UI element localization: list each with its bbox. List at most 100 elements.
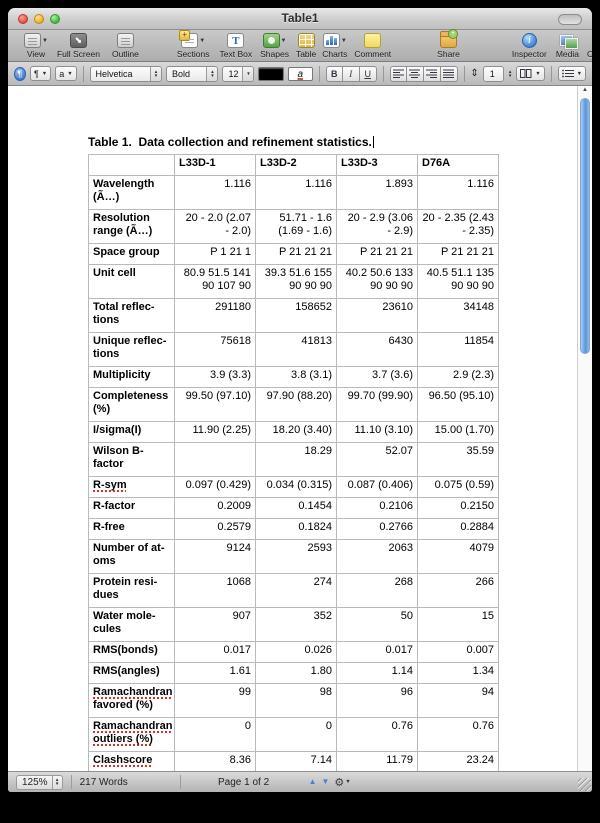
table-row[interactable]: Multiplicity 3.9 (3.3) 3.8 (3.1) 3.7 (3.6) 2… <box>88 366 499 388</box>
list-style-dropdown[interactable]: ▼ <box>557 66 587 81</box>
value-cell[interactable]: 0 <box>174 717 256 752</box>
resize-grip[interactable] <box>578 778 591 791</box>
value-cell[interactable]: 18.20 (3.40) <box>255 421 337 443</box>
value-cell[interactable]: 0.76 <box>336 717 418 752</box>
table-row[interactable]: Total reflec­tions 291180 158652 23610 34148 <box>88 298 499 333</box>
value-cell[interactable]: 158652 <box>255 298 337 333</box>
value-cell[interactable]: P 21 21 21 <box>336 243 418 265</box>
value-cell[interactable]: P 21 21 21 <box>417 243 499 265</box>
value-cell[interactable]: 0.2766 <box>336 518 418 540</box>
table-row[interactable]: Ramachandran outliers (%) 0 0 0.76 0.76 <box>88 717 499 752</box>
toolbar-button-colors[interactable]: Colors <box>587 32 592 59</box>
toolbar-button-outline[interactable]: Outline <box>112 32 139 59</box>
toolbar-toggle-button[interactable] <box>558 14 582 25</box>
value-cell[interactable]: 1.34 <box>417 662 499 684</box>
value-cell[interactable]: 11854 <box>417 332 499 367</box>
row-label-cell[interactable]: Number of at­oms <box>88 539 175 574</box>
row-label-cell[interactable]: Wavelength (Ã…) <box>88 175 175 210</box>
value-cell[interactable]: 80.9 51.5 141 90 107 90 <box>174 264 256 299</box>
toolbar-button-comment[interactable]: Comment <box>354 32 391 59</box>
row-label-cell[interactable]: Clashscore <box>88 751 175 771</box>
value-cell[interactable]: 0.2579 <box>174 518 256 540</box>
zoom-level-control[interactable]: 125% ▲ ▼ <box>16 774 63 790</box>
row-label-cell[interactable]: RMS(bonds) <box>88 641 175 663</box>
vertical-scrollbar[interactable]: ▲ <box>577 86 592 771</box>
value-cell[interactable]: 23.24 <box>417 751 499 771</box>
value-cell[interactable]: 0.76 <box>417 717 499 752</box>
value-cell[interactable]: 2063 <box>336 539 418 574</box>
value-cell[interactable]: 0.2009 <box>174 497 256 519</box>
value-cell[interactable]: 94 <box>417 683 499 718</box>
align-right-button[interactable] <box>423 65 441 82</box>
value-cell[interactable]: 11.10 (3.10) <box>336 421 418 443</box>
column-header-cell[interactable] <box>88 154 175 176</box>
value-cell[interactable]: 1.61 <box>174 662 256 684</box>
value-cell[interactable]: 1.116 <box>417 175 499 210</box>
bold-button[interactable]: B <box>325 65 343 82</box>
value-cell[interactable]: 3.8 (3.1) <box>255 366 337 388</box>
row-label-cell[interactable]: Protein resi­dues <box>88 573 175 608</box>
value-cell[interactable]: 6430 <box>336 332 418 367</box>
value-cell[interactable]: 1.116 <box>255 175 337 210</box>
table-row[interactable]: RMS(angles) 1.61 1.80 1.14 1.34 <box>88 662 499 684</box>
scroll-up-icon[interactable]: ▲ <box>582 87 588 93</box>
value-cell[interactable]: 0.026 <box>255 641 337 663</box>
align-center-button[interactable] <box>406 65 424 82</box>
align-justify-button[interactable] <box>440 65 458 82</box>
value-cell[interactable]: 41813 <box>255 332 337 367</box>
line-spacing-stepper[interactable]: ▲ ▼ <box>507 68 513 78</box>
value-cell[interactable]: 0.034 (0.315) <box>255 476 337 498</box>
row-label-cell[interactable]: Wilson B-factor <box>88 442 175 477</box>
table-row[interactable]: Ramachandran favored (%) 99 98 96 94 <box>88 683 499 718</box>
italic-button[interactable]: I <box>342 65 360 82</box>
table-row[interactable]: Unit cell 80.9 51.5 141 90 107 90 39.3 51.… <box>88 264 499 299</box>
value-cell[interactable]: 1.116 <box>174 175 256 210</box>
table-row[interactable]: R-sym 0.097 (0.429) 0.034 (0.315) 0.087 (0.… <box>88 476 499 498</box>
font-style-select[interactable]: Bold ▲ ▼ <box>165 65 219 82</box>
value-cell[interactable]: 99.50 (97.10) <box>174 387 256 422</box>
value-cell[interactable]: 0.017 <box>336 641 418 663</box>
value-cell[interactable]: 266 <box>417 573 499 608</box>
paragraph-style-icon[interactable]: ¶ <box>14 66 26 81</box>
value-cell[interactable]: 0.1824 <box>255 518 337 540</box>
previous-page-button[interactable]: ▲ <box>308 777 317 786</box>
value-cell[interactable]: 99.70 (99.90) <box>336 387 418 422</box>
value-cell[interactable]: 0 <box>255 717 337 752</box>
toolbar-button-sections[interactable]: ▼ Sections <box>177 30 210 59</box>
value-cell[interactable]: P 1 21 1 <box>174 243 256 265</box>
value-cell[interactable]: 1068 <box>174 573 256 608</box>
highlight-color-well[interactable]: a <box>287 66 313 81</box>
table-header-row[interactable]: L33D-1 L33D-2 L33D-3 D76A <box>88 154 499 176</box>
value-cell[interactable]: 97.90 (88.20) <box>255 387 337 422</box>
table-row[interactable]: Unique reflec­tions 75618 41813 6430 11854 <box>88 332 499 367</box>
table-row[interactable]: I/sigma(I) 11.90 (2.25) 18.20 (3.40) 11.10 … <box>88 421 499 443</box>
toolbar-button-textbox[interactable]: T Text Box <box>219 33 253 59</box>
value-cell[interactable]: 50 <box>336 607 418 642</box>
value-cell[interactable]: 3.9 (3.3) <box>174 366 256 388</box>
value-cell[interactable]: 18.29 <box>255 442 337 477</box>
document-area[interactable]: Table 1. Data collection and refinement … <box>8 86 592 771</box>
column-header-cell[interactable]: L33D-2 <box>255 154 337 176</box>
value-cell[interactable]: 11.90 (2.25) <box>174 421 256 443</box>
row-label-cell[interactable]: Unit cell <box>88 264 175 299</box>
row-label-cell[interactable]: R-sym <box>88 476 175 498</box>
value-cell[interactable]: 0.2884 <box>417 518 499 540</box>
value-cell[interactable]: 0.097 (0.429) <box>174 476 256 498</box>
toolbar-button-table[interactable]: Table <box>296 32 316 59</box>
row-label-cell[interactable]: Space group <box>88 243 175 265</box>
value-cell[interactable]: 39.3 51.6 155 90 90 90 <box>255 264 337 299</box>
row-label-cell[interactable]: I/sigma(I) <box>88 421 175 443</box>
column-header-cell[interactable]: D76A <box>417 154 499 176</box>
table-row[interactable]: R-factor 0.2009 0.1454 0.2106 0.2150 <box>88 497 499 519</box>
value-cell[interactable]: 15.00 (1.70) <box>417 421 499 443</box>
font-family-select[interactable]: Helvetica ▲ ▼ <box>89 65 162 82</box>
value-cell[interactable]: 51.71 - 1.6 (1.69 - 1.6) <box>255 209 337 244</box>
value-cell[interactable]: 4079 <box>417 539 499 574</box>
value-cell[interactable]: 11.79 <box>336 751 418 771</box>
row-label-cell[interactable]: Multiplicity <box>88 366 175 388</box>
value-cell[interactable]: 20 - 2.9 (3.06 - 2.9) <box>336 209 418 244</box>
row-label-cell[interactable]: Ramachandran outliers (%) <box>88 717 175 752</box>
value-cell[interactable]: 40.5 51.1 135 90 90 90 <box>417 264 499 299</box>
value-cell[interactable]: 8.36 <box>174 751 256 771</box>
